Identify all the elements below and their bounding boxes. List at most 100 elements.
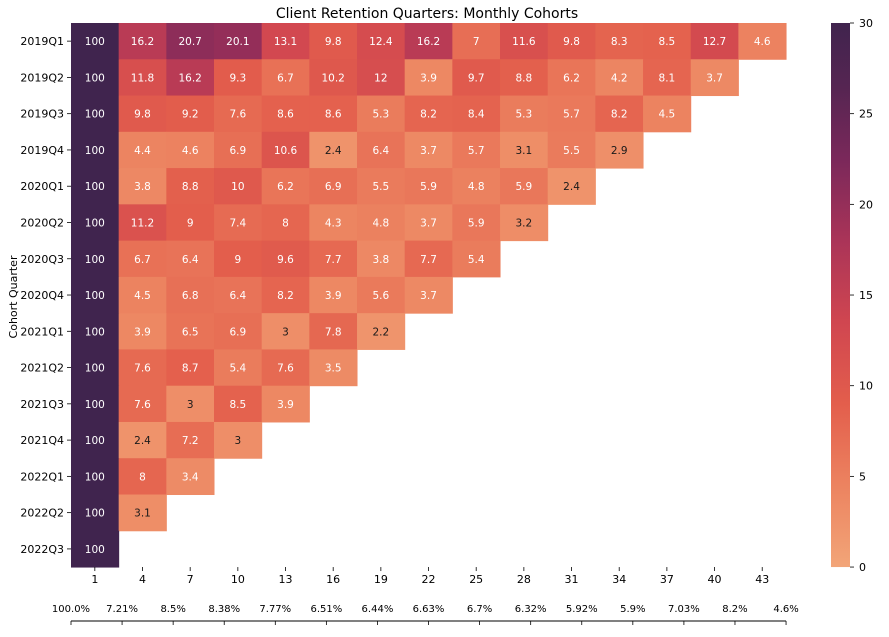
heatmap-cell: [118, 240, 167, 278]
cell-value-label: 7.7: [420, 254, 437, 266]
heatmap-cell: [404, 168, 453, 205]
heatmap-cell: [166, 204, 215, 242]
heatmap-cell: [214, 276, 263, 314]
heatmap-cell: [214, 385, 263, 423]
cell-value-label: 3.1: [516, 145, 533, 157]
heatmap-cell: [166, 95, 215, 133]
heatmap-cell: [118, 385, 167, 423]
cell-value-label: 8.2: [611, 109, 628, 121]
cell-value-label: 12.4: [369, 36, 393, 48]
heatmap-cell: [404, 276, 453, 314]
cell-value-label: 3.5: [325, 363, 342, 375]
chart-title: Client Retention Quarters: Monthly Cohor…: [276, 6, 578, 22]
cell-value-label: 100: [85, 326, 105, 338]
average-label: 6.32%: [515, 604, 547, 615]
cell-value-label: 12.7: [703, 36, 726, 48]
cell-value-label: 7.8: [325, 326, 342, 338]
cell-value-label: 7.4: [229, 217, 246, 229]
cell-value-label: 6.7: [134, 254, 151, 266]
y-tick-label: 2020Q2: [20, 216, 64, 229]
heatmap-cell: [214, 240, 263, 278]
x-tick-label: 31: [565, 573, 579, 586]
colorbar-tick-label: 5: [859, 470, 866, 483]
average-label: 8.2%: [722, 604, 747, 615]
heatmap-cell: [309, 59, 358, 97]
heatmap-cell: [166, 168, 215, 205]
cell-value-label: 3.9: [420, 72, 437, 84]
heatmap-cell: [500, 168, 549, 205]
colorbar-tick-label: 15: [859, 289, 873, 302]
cell-value-label: 6.7: [277, 72, 294, 84]
x-tick-label: 34: [612, 573, 626, 586]
cell-value-label: 5.5: [373, 181, 390, 193]
heatmap-cell: [404, 204, 453, 242]
cell-value-label: 7: [473, 36, 480, 48]
cell-value-label: 9: [187, 217, 194, 229]
heatmap-cell: [261, 131, 310, 169]
cell-value-label: 6.2: [277, 181, 294, 193]
cell-value-label: 5.9: [420, 181, 437, 193]
cell-value-label: 100: [85, 399, 105, 411]
cell-value-label: 3.4: [182, 471, 199, 483]
heatmap-cell: [71, 59, 120, 97]
cell-value-label: 7.6: [229, 109, 246, 121]
heatmap-cell: [547, 23, 596, 60]
heatmap-cell: [214, 95, 263, 133]
cell-value-label: 5.9: [468, 217, 485, 229]
cell-value-label: 4.6: [754, 36, 771, 48]
cell-value-label: 16.2: [131, 36, 154, 48]
heatmap-cell: [261, 313, 310, 350]
heatmap-cell: [643, 59, 692, 97]
cell-value-label: 3: [235, 435, 242, 447]
cell-value-label: 16.2: [417, 36, 440, 48]
average-label: 7.03%: [668, 604, 700, 615]
heatmap-cells: [71, 23, 787, 568]
cell-value-label: 9.8: [563, 36, 580, 48]
cell-value-label: 6.9: [229, 326, 246, 338]
y-tick-label: 2021Q3: [20, 398, 64, 411]
cell-value-label: 8.1: [659, 72, 676, 84]
cell-value-label: 20.1: [226, 36, 249, 48]
average-label: 6.44%: [362, 604, 394, 615]
cell-value-label: 9.8: [134, 109, 151, 121]
colorbar-tick-label: 30: [859, 17, 873, 30]
heatmap-cell: [118, 421, 167, 459]
cell-value-label: 13.1: [274, 36, 297, 48]
cell-value-label: 11.6: [512, 36, 536, 48]
heatmap-cell: [404, 95, 453, 133]
x-tick-label: 10: [231, 573, 245, 586]
cell-value-label: 100: [85, 363, 105, 375]
heatmap-cell: [71, 349, 120, 387]
heatmap-cell: [595, 23, 644, 60]
average-label: 100.0%: [52, 604, 90, 615]
colorbar-tick-label: 25: [859, 108, 873, 121]
heatmap-cell: [595, 59, 644, 97]
heatmap-cell: [118, 313, 167, 350]
column-averages: 100.0% 7.21% 8.5% 8.38% 7.77% 6.51% 6.44% 6.63%…: [52, 604, 799, 625]
heatmap-cell: [118, 23, 167, 60]
heatmap-cell: [71, 313, 120, 350]
cell-value-label: 8.3: [611, 36, 628, 48]
y-tick-label: 2019Q1: [20, 35, 64, 48]
cell-value-label: 100: [85, 217, 105, 229]
cell-value-label: 100: [85, 254, 105, 266]
x-tick-label: 37: [660, 573, 674, 586]
heatmap-cell: [309, 95, 358, 133]
average-label: 7.77%: [259, 604, 291, 615]
heatmap-cell: [357, 313, 406, 350]
cell-value-label: 8.2: [420, 109, 437, 121]
cell-value-label: 2.4: [325, 145, 342, 157]
y-tick-label: 2019Q3: [20, 108, 64, 121]
cell-value-label: 3: [282, 326, 289, 338]
heatmap-cell: [547, 131, 596, 169]
heatmap-cell: [690, 59, 739, 97]
cell-value-label: 9.6: [277, 254, 294, 266]
heatmap-cell: [404, 23, 453, 60]
x-tick-label: 19: [374, 573, 388, 586]
heatmap-cell: [166, 23, 215, 60]
cell-value-label: 3.7: [420, 145, 437, 157]
cell-value-label: 4.5: [134, 290, 151, 302]
cell-value-label: 8.7: [182, 363, 199, 375]
heatmap-cell: [166, 349, 215, 387]
heatmap-cell: [214, 313, 263, 350]
